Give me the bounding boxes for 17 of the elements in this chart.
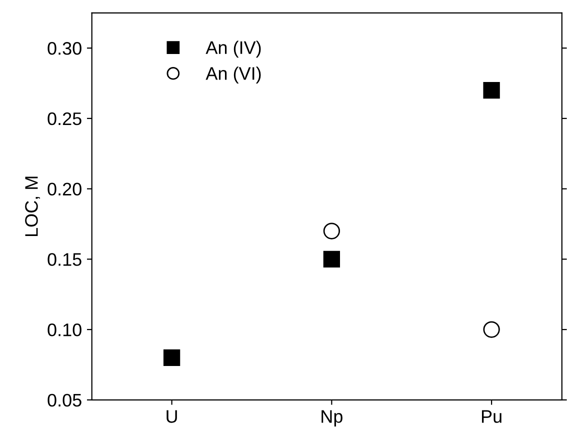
y-tick-label: 0.05 (48, 394, 82, 407)
point (483, 321, 500, 338)
y-tick-label: 0.25 (48, 112, 82, 126)
y-tick-label: 0.10 (48, 323, 82, 336)
x-tick-label: U (166, 410, 177, 423)
y-axis-title: LOC, M (25, 176, 40, 236)
y-tick-label: 0.20 (48, 182, 82, 196)
point (163, 349, 180, 366)
point (323, 222, 340, 240)
x-tick-label: Np (322, 410, 342, 426)
y-tick-label: 0.15 (48, 253, 82, 266)
legend-label: An (VI) (206, 66, 261, 84)
point (323, 250, 340, 268)
point (483, 82, 500, 99)
x-tick-label: Pu (482, 410, 502, 423)
y-tick-label: 0.30 (48, 42, 82, 55)
legend-label: An (IV) (206, 40, 261, 58)
